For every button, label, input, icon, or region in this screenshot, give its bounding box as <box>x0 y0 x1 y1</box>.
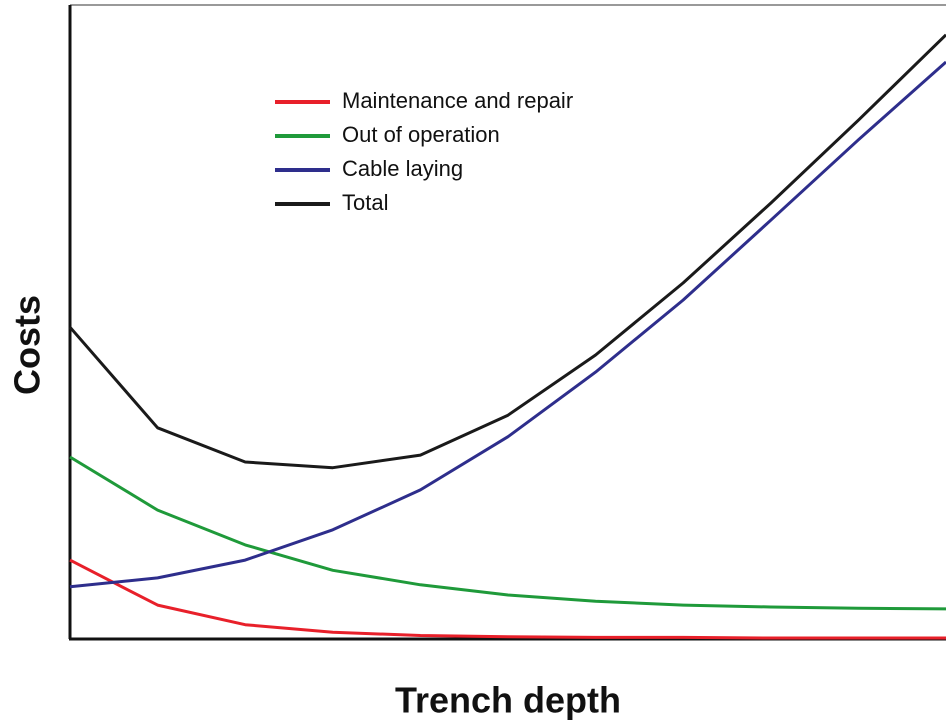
line-series <box>69 558 946 640</box>
y-axis-title: Costs <box>7 295 48 395</box>
line-series <box>69 60 946 589</box>
legend-label: Maintenance and repair <box>342 88 573 113</box>
line-series <box>68 33 946 470</box>
line-series <box>69 455 946 611</box>
legend-label: Cable laying <box>342 156 463 181</box>
x-axis-title: Trench depth <box>395 680 621 721</box>
legend-label: Out of operation <box>342 122 500 147</box>
legend-label: Total <box>342 190 388 215</box>
